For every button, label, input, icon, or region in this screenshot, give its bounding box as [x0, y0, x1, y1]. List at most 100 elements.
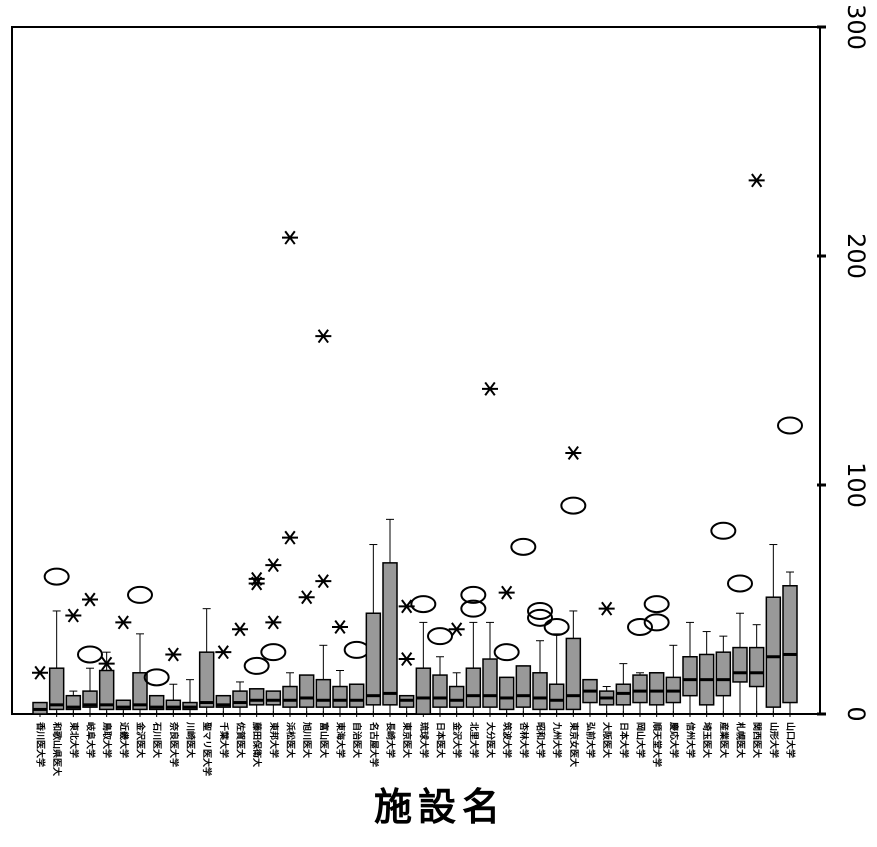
x-tick-label: 東邦大学	[268, 722, 280, 758]
box	[765, 596, 782, 708]
outlier	[77, 645, 103, 664]
box	[448, 685, 465, 708]
x-tick-label: 自治医大	[351, 722, 363, 758]
outlier	[627, 617, 653, 636]
extreme	[248, 571, 265, 586]
extreme	[332, 619, 348, 634]
x-tick-label: 大阪医大	[601, 722, 613, 758]
outlier	[427, 627, 453, 646]
extreme	[448, 622, 465, 637]
x-tick-label: 佐賀医大	[235, 721, 247, 758]
extreme	[98, 656, 115, 671]
outlier	[727, 574, 753, 593]
extreme	[232, 622, 248, 637]
extreme	[32, 665, 48, 680]
x-tick-label: 香川医大学	[35, 721, 47, 767]
extreme	[565, 445, 582, 460]
extreme	[282, 530, 298, 545]
x-tick-label: 北里大学	[468, 722, 480, 758]
box	[465, 667, 482, 708]
box	[82, 690, 98, 708]
x-tick-label: 関西医大	[751, 722, 763, 758]
box	[215, 694, 232, 708]
outlier	[560, 496, 587, 515]
box	[265, 690, 282, 706]
x-tick-label: 琉球大学	[418, 722, 430, 758]
y-tick-label: 300	[842, 4, 870, 50]
x-tick-label: 鳥取大学	[101, 722, 113, 758]
box	[682, 656, 698, 697]
x-tick-label: 浜松医大	[285, 722, 297, 758]
x-tick-label: 東京女医大	[568, 722, 580, 767]
box	[198, 651, 215, 708]
x-tick-label: 九州大学	[551, 721, 563, 758]
x-tick-label: 弘前大学	[585, 722, 597, 758]
box	[248, 688, 265, 706]
outlier	[527, 601, 553, 620]
extreme	[282, 230, 298, 245]
outlier	[43, 567, 70, 586]
outlier	[510, 537, 537, 556]
x-tick-label: 聖マリ医大学	[201, 722, 213, 776]
x-tick-label: 東北大学	[68, 722, 80, 758]
box	[132, 672, 148, 711]
extreme	[165, 647, 182, 662]
x-tick-label: 金沢医大	[135, 721, 147, 758]
x-tick-label: 和歌山県医大	[51, 721, 63, 776]
extreme	[498, 585, 515, 600]
extreme	[115, 615, 132, 630]
box	[298, 674, 315, 708]
x-tick-label: 長崎大学	[385, 722, 397, 758]
outlier	[343, 640, 370, 659]
extreme	[298, 590, 315, 605]
extreme	[82, 592, 98, 607]
x-tick-label: 山形大学	[768, 722, 780, 758]
x-tick-label: 杏林大学	[518, 722, 530, 758]
x-tick-label: 慶応大学	[668, 722, 680, 758]
box	[648, 672, 665, 706]
x-tick-label: 千葉大学	[218, 722, 230, 758]
outlier	[643, 613, 670, 632]
x-tick-label: 日本大学	[618, 722, 630, 758]
box	[382, 562, 398, 706]
y-tick-label: 100	[842, 462, 870, 508]
extreme	[482, 381, 498, 396]
y-tick-label: 200	[842, 233, 870, 279]
x-tick-label: 産業医大	[718, 722, 730, 758]
box	[348, 683, 365, 708]
box	[548, 683, 565, 711]
extreme	[748, 173, 765, 188]
x-tick-label: 日本医大	[435, 722, 447, 758]
x-axis-label: 施設名	[374, 785, 506, 829]
box	[315, 678, 332, 708]
box	[432, 674, 448, 708]
x-tick-label: 岡山大学	[635, 722, 647, 758]
x-tick-label: 東京医大	[401, 722, 413, 758]
outlier	[493, 643, 520, 662]
box	[782, 585, 798, 704]
outlier	[410, 595, 437, 614]
x-tick-label: 筑波大学	[501, 722, 513, 758]
extreme	[315, 574, 332, 589]
outlier	[127, 585, 153, 604]
x-tick-label: 信州大学	[685, 722, 697, 758]
x-tick-label: 藤田保衛大	[251, 722, 263, 767]
outlier	[460, 599, 487, 618]
box	[282, 685, 298, 708]
x-tick-label: 川崎医大	[185, 721, 197, 758]
outlier	[710, 521, 737, 540]
box	[48, 667, 65, 711]
x-tick-label: 大分医大	[485, 722, 497, 758]
x-tick-label: 富山医大	[318, 722, 330, 758]
outlier	[777, 416, 803, 435]
extreme	[598, 601, 615, 616]
x-tick-label: 金沢大学	[451, 721, 463, 758]
x-tick-label: 近畿大学	[118, 722, 130, 758]
box	[415, 667, 432, 715]
x-tick-label: 岐阜大学	[85, 722, 97, 758]
box	[498, 676, 515, 711]
box	[732, 646, 748, 683]
box	[115, 699, 132, 711]
box	[365, 612, 382, 706]
